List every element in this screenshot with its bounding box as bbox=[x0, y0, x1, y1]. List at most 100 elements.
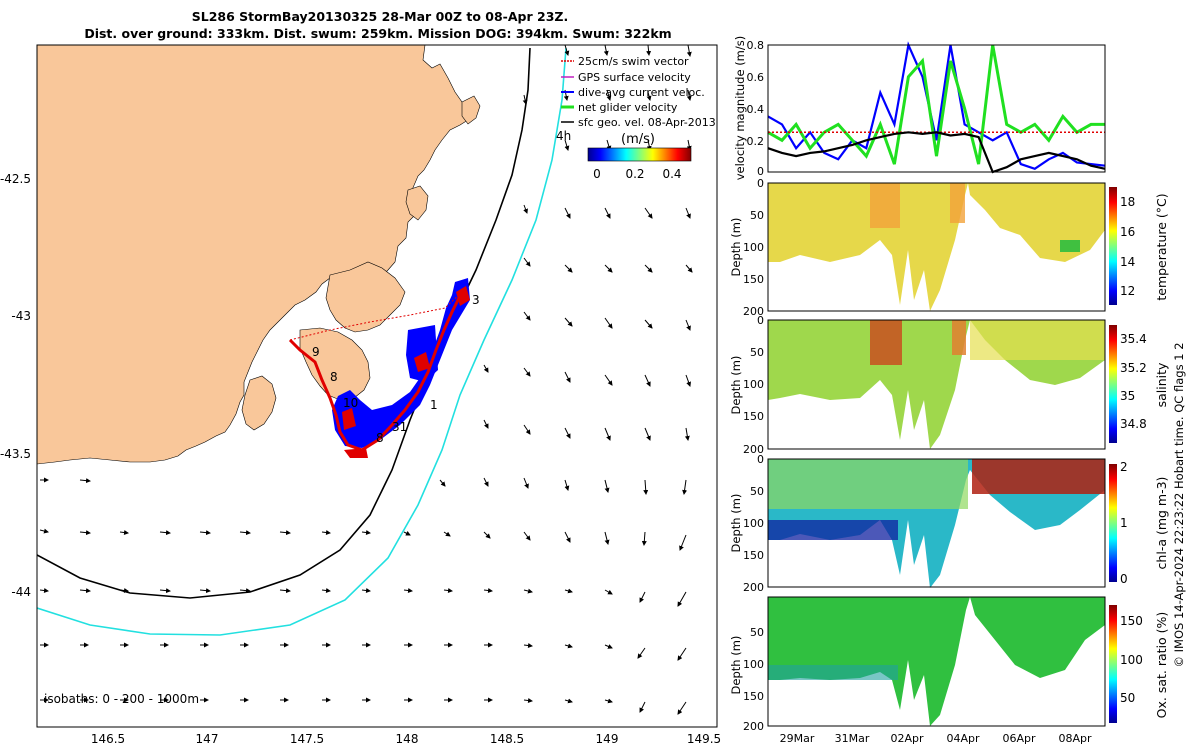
legend-label: 25cm/s swim vector bbox=[578, 55, 689, 68]
velocity-y-tick: 0.8 bbox=[747, 39, 765, 52]
section-salty-band bbox=[952, 320, 966, 355]
y-tick: 100 bbox=[743, 658, 764, 671]
y-ticks: 50 100 150 200 bbox=[743, 626, 764, 733]
y-tick: 0 bbox=[757, 314, 764, 327]
legend-label: dive-avg current veloc. bbox=[578, 86, 705, 99]
oxygen-panel: 50 100 150 200 Depth (m) 150 100 50 Ox. … bbox=[729, 596, 1169, 745]
legend-item-swim-vector: 25cm/s swim vector bbox=[561, 55, 689, 68]
dive-current-envelope bbox=[332, 278, 470, 448]
salinity-panel: 0 50 100 150 200 Depth (m) 35.4 35.2 35 … bbox=[729, 314, 1169, 456]
colorbar-label: chl-a (mg m-3) bbox=[1154, 477, 1169, 570]
y-tick: 150 bbox=[743, 549, 764, 562]
y-tick: 200 bbox=[743, 443, 764, 456]
section-salty-band bbox=[870, 320, 902, 365]
colorbar-ticks: 35.4 35.2 35 34.8 bbox=[1120, 332, 1147, 431]
ylabel: Depth (m) bbox=[729, 636, 743, 695]
colorbar-tick: 35.2 bbox=[1120, 361, 1147, 375]
colorbar-tick: 0 bbox=[593, 167, 601, 181]
colorbar-title: (m/s) bbox=[621, 132, 655, 147]
colorbar-tick: 34.8 bbox=[1120, 417, 1147, 431]
time-tick: 29Mar bbox=[780, 732, 815, 745]
velocity-series-line bbox=[767, 131, 1106, 174]
waypoint-label: 8 bbox=[376, 431, 384, 445]
temperature-panel: 0 50 100 150 200 Depth (m) 18 16 14 12 t… bbox=[729, 177, 1169, 318]
velocity-ylabel: velocity magnitude (m/s) bbox=[733, 36, 747, 181]
y-tick: 100 bbox=[743, 517, 764, 530]
section-plot bbox=[768, 597, 1105, 726]
waypoint-label: 31 bbox=[392, 420, 407, 434]
track-red-patch-3 bbox=[456, 286, 470, 306]
legend-item-dive-current: dive-avg current veloc. bbox=[561, 86, 705, 99]
section-bloom-band bbox=[972, 459, 1105, 494]
tasmania-land bbox=[37, 45, 481, 465]
map-colorbar: (m/s) 0 0.2 0.4 bbox=[587, 132, 692, 181]
time-tick: 08Apr bbox=[1058, 732, 1092, 745]
track-red-patch-2 bbox=[414, 352, 430, 372]
section-data-area bbox=[768, 183, 1105, 311]
elapsed-time-label: 4h bbox=[556, 129, 571, 143]
map-x-tick: 148.5 bbox=[490, 732, 524, 746]
y-tick: 200 bbox=[743, 305, 764, 318]
bruny-island bbox=[241, 375, 277, 431]
section-plot bbox=[768, 320, 1105, 449]
velocity-series bbox=[767, 41, 1106, 174]
waypoint-label: 1 bbox=[430, 398, 438, 412]
y-tick: 50 bbox=[750, 485, 764, 498]
waypoint-label: 9 bbox=[312, 345, 320, 359]
colorbar-tick: 35 bbox=[1120, 389, 1135, 403]
isobath-200m bbox=[37, 47, 531, 599]
chlorophyll-panel: 0 50 100 150 200 Depth (m) 2 1 0 chl-a (… bbox=[729, 453, 1169, 594]
velocity-y-tick: 0.4 bbox=[747, 103, 765, 116]
y-tick: 0 bbox=[757, 177, 764, 190]
map-y-tick: -44 bbox=[11, 585, 31, 599]
y-ticks: 0 50 100 150 200 bbox=[743, 453, 764, 594]
map-x-tick: 148 bbox=[396, 732, 419, 746]
time-tick: 31Mar bbox=[835, 732, 870, 745]
colorbar-tick: 100 bbox=[1120, 653, 1143, 667]
map-legend: 25cm/s swim vector GPS surface velocity … bbox=[556, 55, 716, 143]
y-tick: 50 bbox=[750, 209, 764, 222]
isobath-1000m bbox=[37, 47, 567, 636]
colorbar-tick: 12 bbox=[1120, 284, 1135, 298]
velocity-frame bbox=[767, 44, 1106, 173]
colorbar-tick: 0.4 bbox=[662, 167, 681, 181]
tasman-peninsula bbox=[299, 327, 371, 401]
isobaths bbox=[37, 47, 567, 636]
imos-credit: © IMOS 14-Apr-2024 22:23:22 Hobart time.… bbox=[1172, 342, 1186, 667]
legend-item-gps-velocity: GPS surface velocity bbox=[561, 71, 691, 84]
section-frame bbox=[767, 596, 1106, 727]
time-tick: 02Apr bbox=[890, 732, 924, 745]
velocity-y-ticks: 0.8 0.6 0.4 0.2 0 bbox=[747, 39, 765, 178]
glider-path bbox=[288, 288, 468, 452]
section-plot bbox=[768, 183, 1105, 311]
track-red-patch-4 bbox=[344, 448, 368, 458]
waypoint-label: 3 bbox=[472, 293, 480, 307]
map-frame bbox=[36, 44, 718, 728]
forestier-peninsula bbox=[325, 261, 406, 333]
section-warm-band bbox=[950, 183, 965, 223]
y-tick: 150 bbox=[743, 273, 764, 286]
legend-label: GPS surface velocity bbox=[578, 71, 691, 84]
ylabel: Depth (m) bbox=[729, 494, 743, 553]
section-green-patch bbox=[1060, 240, 1080, 252]
colorbar-ticks: 150 100 50 bbox=[1120, 614, 1143, 705]
map-y-tick: -42.5 bbox=[0, 172, 31, 186]
legend-label: sfc geo. vel. 08-Apr-2013 bbox=[578, 116, 716, 129]
y-tick: 100 bbox=[743, 378, 764, 391]
colorbar-ticks: 2 1 0 bbox=[1120, 460, 1128, 586]
velocity-panel: 0.8 0.6 0.4 0.2 0 velocity magnitude (m/… bbox=[733, 36, 1106, 181]
section-yellow-band bbox=[970, 320, 1105, 360]
colorbar bbox=[1109, 464, 1117, 582]
section-frame bbox=[767, 182, 1106, 312]
time-tick: 06Apr bbox=[1002, 732, 1036, 745]
y-tick: 50 bbox=[750, 346, 764, 359]
velocity-y-tick: 0 bbox=[757, 165, 764, 178]
colorbar bbox=[1109, 605, 1117, 723]
freycinet-coast bbox=[461, 95, 481, 125]
colorbar-tick: 2 bbox=[1120, 460, 1128, 474]
y-tick: 200 bbox=[743, 581, 764, 594]
section-deep-low bbox=[768, 520, 898, 540]
colorbar-label: salinity bbox=[1154, 362, 1169, 407]
colorbar-tick: 1 bbox=[1120, 516, 1128, 530]
colorbar bbox=[1109, 187, 1117, 305]
